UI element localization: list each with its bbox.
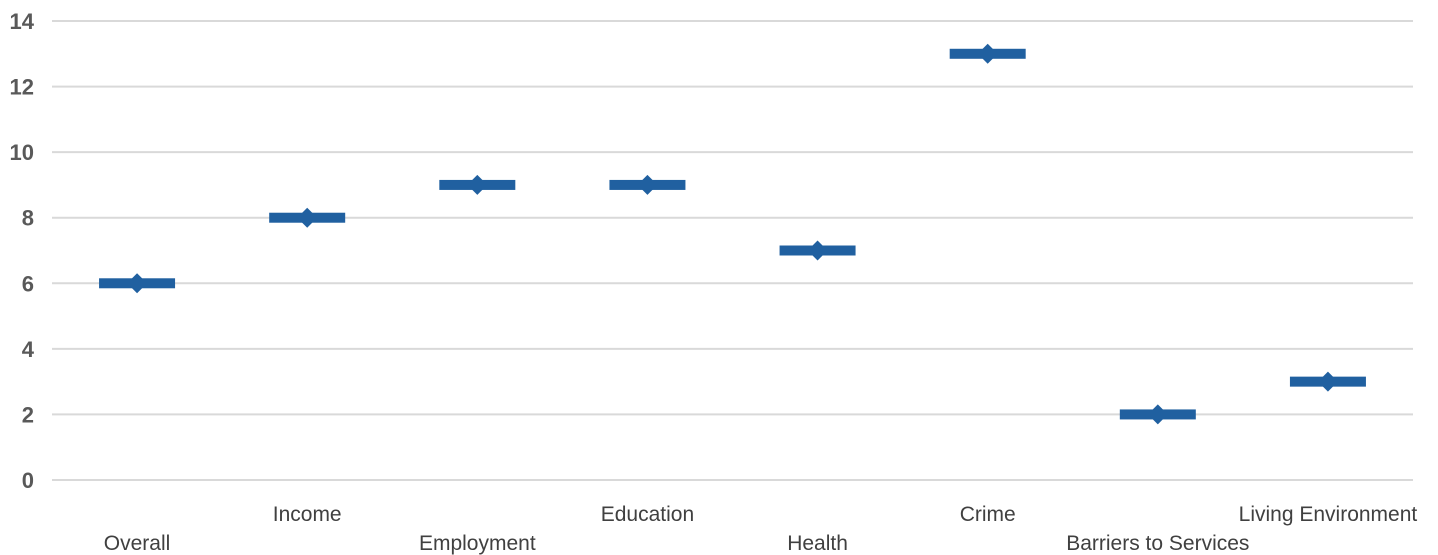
y-tick-label-4: 4	[22, 337, 35, 362]
data-point-barriers-to-services	[1119, 404, 1196, 425]
data-point-living-environment	[1289, 371, 1366, 392]
marker-diamond	[977, 43, 998, 64]
x-category-label: Crime	[960, 503, 1016, 526]
data-point-education	[609, 174, 686, 195]
marker-diamond	[297, 207, 318, 228]
marker-diamond	[1147, 404, 1168, 425]
gridlines	[52, 20, 1413, 481]
x-category-label: Overall	[104, 532, 171, 555]
y-tick-label-10: 10	[10, 140, 34, 165]
y-tick-label-0: 0	[22, 468, 34, 493]
x-category-label: Education	[601, 503, 694, 526]
y-tick-label-2: 2	[22, 402, 34, 427]
data-marks	[99, 43, 1366, 425]
marker-diamond	[127, 273, 148, 294]
y-tick-label-8: 8	[22, 206, 34, 231]
x-category-label: Employment	[419, 532, 536, 555]
y-axis: 0 2 4 6 8 10 12 14	[10, 9, 35, 493]
data-point-employment	[439, 174, 516, 195]
data-point-income	[269, 207, 346, 228]
y-tick-label-6: 6	[22, 271, 34, 296]
x-category-label: Living Environment	[1239, 503, 1418, 526]
x-category-label: Health	[787, 532, 848, 555]
marker-diamond	[637, 174, 658, 195]
data-point-health	[779, 240, 856, 261]
data-point-overall	[99, 273, 176, 294]
marker-diamond	[1317, 371, 1338, 392]
x-axis: Overall Income Employment Education Health Cr…	[104, 503, 1418, 555]
y-tick-label-12: 12	[10, 75, 34, 100]
marker-diamond	[807, 240, 828, 261]
x-category-label: Income	[273, 503, 342, 526]
x-category-label: Barriers to Services	[1066, 532, 1249, 555]
marker-diamond	[467, 174, 488, 195]
y-tick-label-14: 14	[10, 9, 35, 34]
data-point-crime	[949, 43, 1026, 64]
